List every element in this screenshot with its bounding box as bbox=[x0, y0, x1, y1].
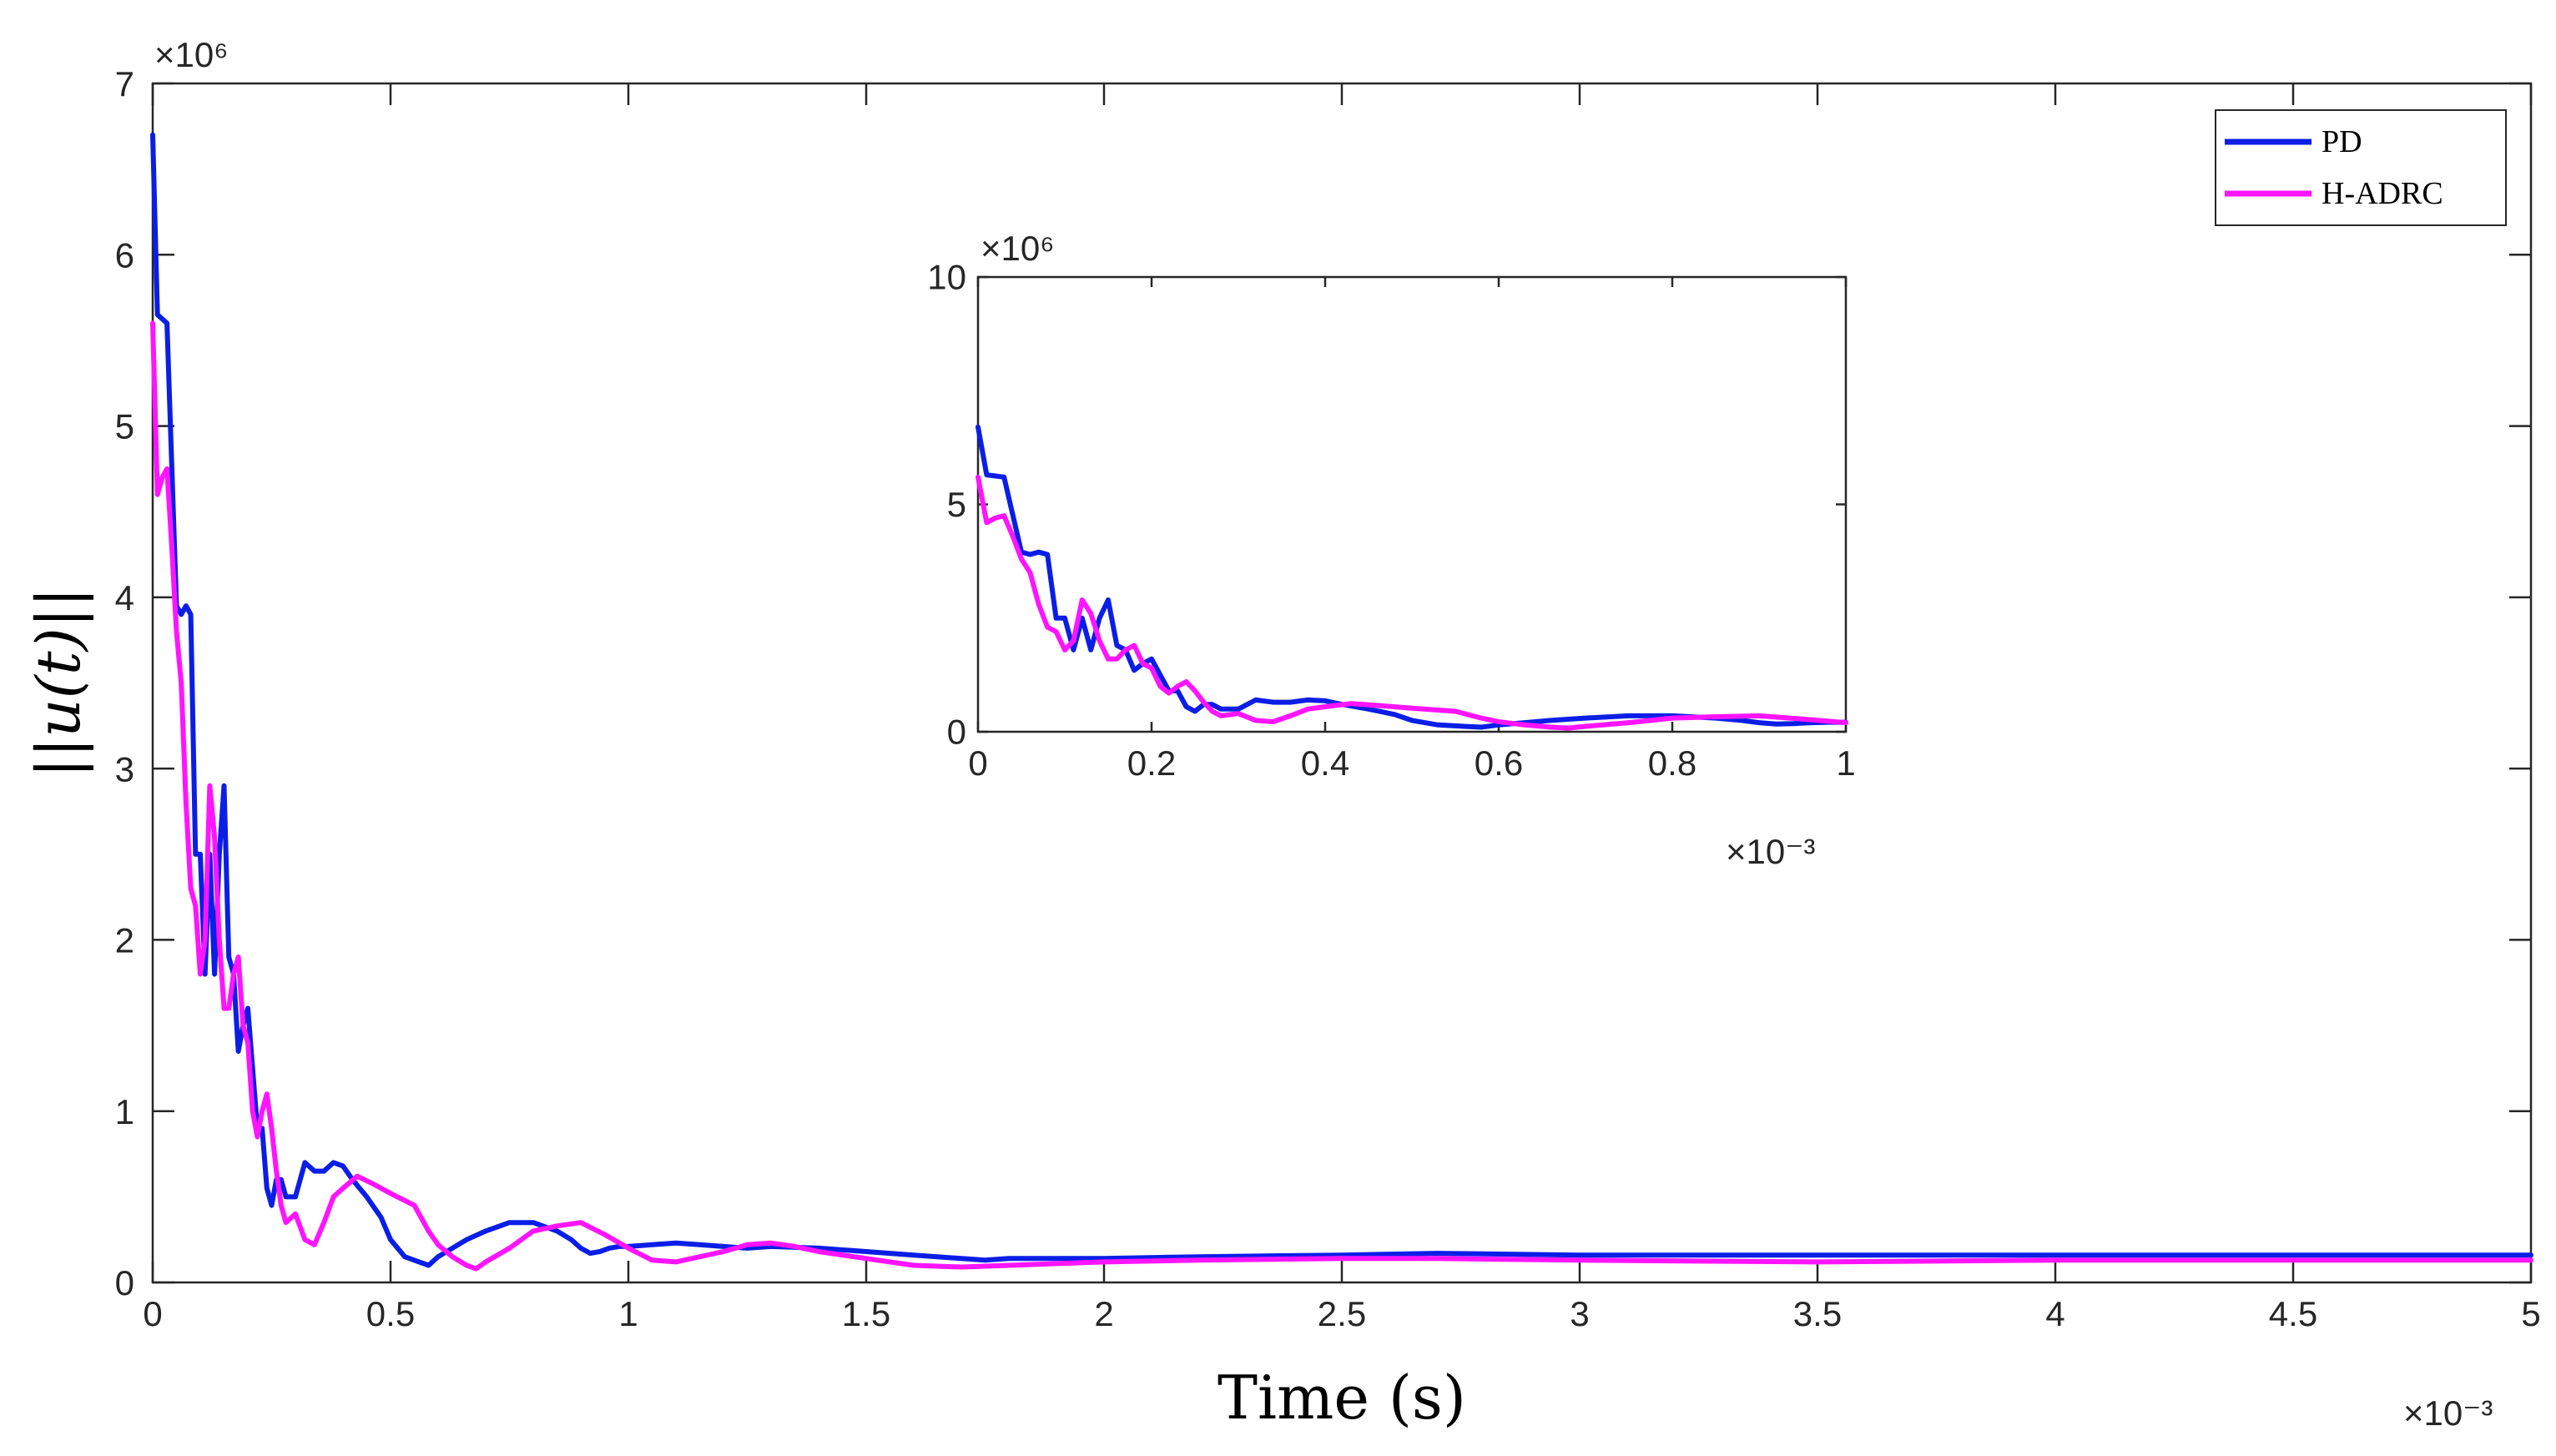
legend-label-pd: PD bbox=[2322, 124, 2362, 159]
inset-y-tick-label: 5 bbox=[947, 485, 966, 524]
main-x-tick-label: 2.5 bbox=[1318, 1294, 1366, 1333]
main-x-tick-label: 2 bbox=[1094, 1294, 1113, 1333]
main-y-tick-label: 3 bbox=[115, 749, 134, 788]
main-y-tick-label: 1 bbox=[115, 1092, 134, 1131]
legend: PD H-ADRC bbox=[2215, 109, 2507, 226]
inset-x-exponent: ×10⁻³ bbox=[1726, 832, 1815, 871]
main-y-axis: 0 1 2 3 4 5 6 7 bbox=[115, 64, 2531, 1302]
inset-x-tick-label: 1 bbox=[1836, 743, 1855, 783]
main-y-tick-label: 7 bbox=[115, 64, 134, 103]
main-y-exponent: ×10⁶ bbox=[154, 35, 229, 74]
inset-x-tick-label: 0.8 bbox=[1648, 743, 1696, 783]
inset-axes-box bbox=[976, 275, 1848, 733]
inset-x-tick-label: 0.4 bbox=[1301, 743, 1349, 783]
main-x-tick-label: 4 bbox=[2045, 1294, 2064, 1333]
inset-series-line-pd bbox=[976, 424, 1848, 730]
legend-label-h-adrc: H-ADRC bbox=[2322, 176, 2443, 211]
main-x-tick-label: 3.5 bbox=[1793, 1294, 1842, 1333]
main-x-tick-label: 1.5 bbox=[842, 1294, 890, 1333]
inset-x-axis: 0 0.2 0.4 0.6 0.8 1 bbox=[968, 277, 1856, 783]
main-plot: 0 0.5 1 1.5 2 2.5 3 3.5 4 4.5 5 0 1 2 3 4 5 6 7 ×10⁶ ×10⁻… bbox=[23, 35, 2541, 1433]
main-x-tick-label: 1 bbox=[618, 1294, 638, 1333]
inset-y-tick-label: 10 bbox=[927, 257, 966, 296]
inset-x-tick-label: 0.2 bbox=[1127, 743, 1176, 783]
main-x-axis-label: Time (s) bbox=[1218, 1363, 1466, 1433]
main-series-line-pd bbox=[150, 132, 2533, 1268]
main-y-tick-label: 4 bbox=[115, 578, 134, 617]
inset-plot: 0 0.2 0.4 0.6 0.8 1 0 5 10 ×10⁶ ×10⁻³ bbox=[927, 229, 1855, 871]
inset-y-exponent: ×10⁶ bbox=[981, 229, 1055, 268]
inset-series-line-h-adrc bbox=[976, 474, 1848, 731]
inset-x-tick-label: 0 bbox=[968, 743, 987, 783]
main-y-tick-label: 6 bbox=[115, 235, 134, 275]
main-y-tick-label: 2 bbox=[115, 921, 134, 960]
main-x-tick-label: 3 bbox=[1570, 1294, 1589, 1333]
main-x-tick-label: 0.5 bbox=[366, 1294, 415, 1333]
inset-y-tick-label: 0 bbox=[947, 712, 966, 751]
main-x-tick-label: 4.5 bbox=[2269, 1294, 2317, 1333]
main-x-tick-label: 0 bbox=[143, 1294, 162, 1333]
main-y-axis-label: ||u(t)|| bbox=[23, 587, 93, 778]
main-series bbox=[150, 132, 2533, 1272]
main-y-tick-label: 0 bbox=[115, 1263, 134, 1302]
main-x-axis: 0 0.5 1 1.5 2 2.5 3 3.5 4 4.5 5 bbox=[143, 83, 2541, 1333]
legend-box bbox=[2215, 109, 2507, 226]
inset-series bbox=[976, 424, 1848, 731]
main-series-line-h-adrc bbox=[150, 320, 2533, 1272]
main-y-tick-label: 5 bbox=[115, 407, 134, 446]
inset-y-axis: 0 5 10 bbox=[927, 257, 1846, 751]
main-x-exponent: ×10⁻³ bbox=[2403, 1393, 2493, 1433]
main-x-tick-label: 5 bbox=[2521, 1294, 2540, 1333]
inset-x-tick-label: 0.6 bbox=[1475, 743, 1523, 783]
